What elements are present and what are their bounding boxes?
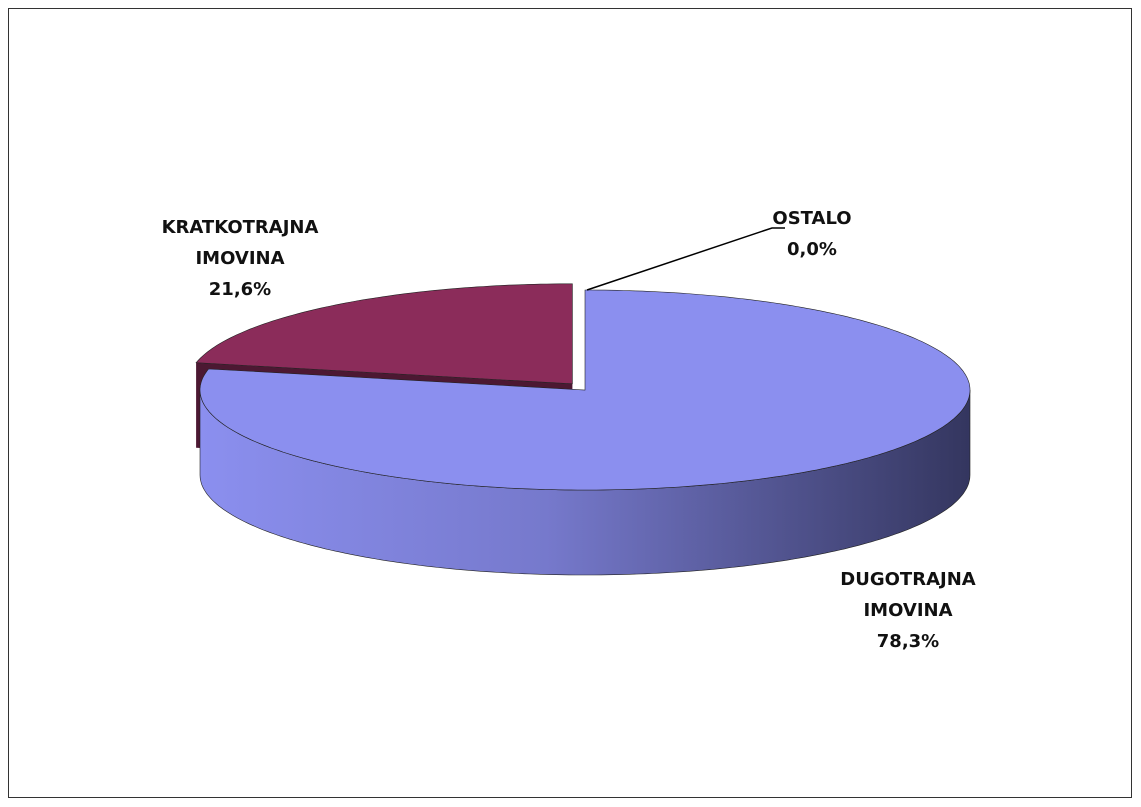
- pie-slice: [199, 289, 971, 491]
- value-label: 21,6%: [208, 279, 272, 300]
- category-label: OSTALO: [772, 208, 852, 229]
- slice-label: OSTALO 0,0%: [772, 203, 851, 265]
- value-label: 78,3%: [876, 631, 940, 652]
- category-label: KRATKOTRAJNA IMOVINA: [161, 217, 319, 269]
- slice-label: DUGOTRAJNA IMOVINA 78,3%: [840, 564, 975, 657]
- slice-label: KRATKOTRAJNA IMOVINA 21,6%: [162, 212, 319, 305]
- value-label: 0,0%: [787, 239, 837, 260]
- pie-slice: [195, 283, 573, 385]
- leader-line: [586, 227, 785, 291]
- chart-frame: [8, 8, 1132, 798]
- category-label: DUGOTRAJNA IMOVINA: [840, 569, 976, 621]
